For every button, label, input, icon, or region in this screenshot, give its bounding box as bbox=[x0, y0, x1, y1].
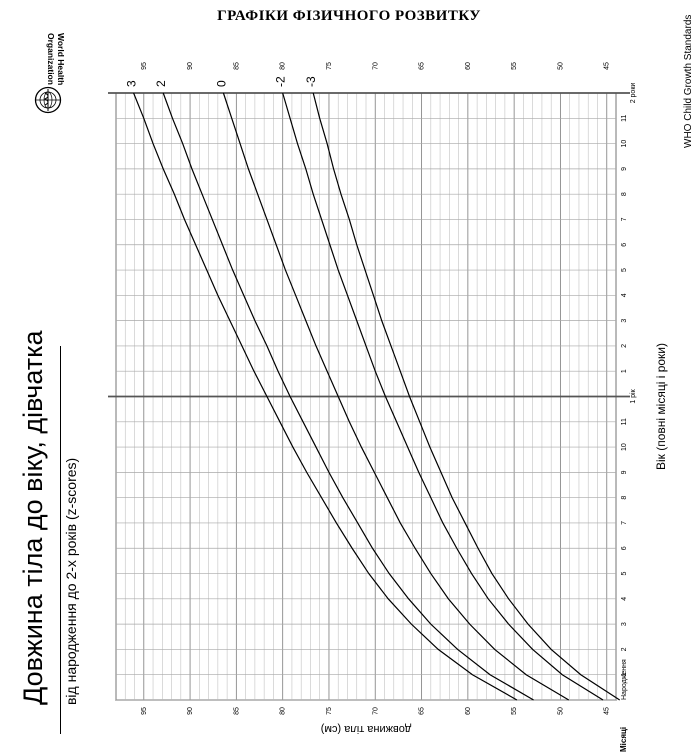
zscore-label-2: 2 bbox=[154, 80, 168, 87]
length-tick-label-top: 75 bbox=[326, 62, 333, 70]
age-tick-label: 4 bbox=[621, 597, 628, 601]
x-axis-label: Вік (повні місяці і роки) bbox=[654, 343, 668, 470]
page-title: ГРАФІКИ ФІЗИЧНОГО РОЗВИТКУ bbox=[217, 8, 481, 24]
y-axis-label: довжина тіла (см) bbox=[321, 723, 411, 735]
age-tick-label: Народження bbox=[621, 659, 628, 700]
age-tick-label: 10 bbox=[621, 140, 628, 148]
age-tick-label: 4 bbox=[621, 293, 628, 297]
corner-label: Місяці bbox=[619, 727, 628, 752]
length-tick-label-top: 95 bbox=[141, 62, 148, 70]
length-tick-label-bottom: 75 bbox=[326, 707, 333, 715]
length-tick-label-top: 85 bbox=[233, 62, 240, 70]
age-tick-label: 10 bbox=[621, 443, 628, 451]
age-tick-label: 11 bbox=[621, 418, 628, 425]
length-tick-label-top: 50 bbox=[557, 62, 564, 70]
chart-grid bbox=[108, 92, 630, 701]
age-tick-label: 5 bbox=[621, 571, 628, 575]
zscore-label--2: -2 bbox=[274, 76, 288, 87]
zscore-line--3 bbox=[312, 92, 621, 701]
length-tick-label-top: 90 bbox=[187, 62, 194, 70]
age-tick-label: 3 bbox=[621, 319, 628, 323]
length-tick-label-bottom: 90 bbox=[187, 707, 194, 715]
age-tick-label: 1 bbox=[621, 673, 628, 677]
length-tick-label-top: 65 bbox=[419, 62, 426, 70]
zscore-line--2 bbox=[282, 92, 604, 701]
chart-labels: 4545505055556060656570707575808085859090… bbox=[125, 62, 668, 752]
title-divider bbox=[60, 346, 61, 734]
zscore-label--3: -3 bbox=[304, 76, 318, 87]
length-tick-label-top: 55 bbox=[511, 62, 518, 70]
who-emblem-icon bbox=[34, 86, 62, 114]
age-tick-label: 1 рік bbox=[629, 388, 637, 403]
age-tick-label: 8 bbox=[621, 496, 628, 500]
age-tick-label: 5 bbox=[621, 268, 628, 272]
age-tick-label: 6 bbox=[621, 546, 628, 550]
length-tick-label-bottom: 85 bbox=[233, 707, 240, 715]
age-tick-label: 9 bbox=[621, 470, 628, 474]
age-tick-label: 2 роки bbox=[630, 83, 637, 104]
length-tick-label-bottom: 80 bbox=[280, 707, 287, 715]
length-tick-label-top: 60 bbox=[465, 62, 472, 70]
zscore-line-3 bbox=[133, 92, 518, 701]
age-tick-label: 6 bbox=[621, 243, 628, 247]
zscore-line-2 bbox=[162, 92, 534, 701]
length-tick-label-bottom: 95 bbox=[141, 707, 148, 715]
chart-curves bbox=[133, 92, 621, 701]
length-tick-label-top: 45 bbox=[604, 62, 611, 70]
length-tick-label-bottom: 65 bbox=[419, 707, 426, 715]
age-tick-label: 3 bbox=[621, 622, 628, 626]
age-tick-label: 7 bbox=[621, 217, 628, 221]
length-tick-label-top: 70 bbox=[372, 62, 379, 70]
length-tick-label-bottom: 45 bbox=[604, 707, 611, 715]
age-tick-label: 8 bbox=[621, 192, 628, 196]
zscore-label-0: 0 bbox=[214, 80, 228, 87]
length-tick-label-bottom: 50 bbox=[557, 707, 564, 715]
length-tick-label-bottom: 60 bbox=[465, 707, 472, 715]
age-tick-label: 7 bbox=[621, 521, 628, 525]
age-tick-label: 1 bbox=[621, 369, 628, 373]
age-tick-label: 2 bbox=[621, 647, 628, 651]
age-tick-label: 9 bbox=[621, 167, 628, 171]
age-tick-label: 2 bbox=[621, 344, 628, 348]
length-tick-label-top: 80 bbox=[280, 62, 287, 70]
age-tick-label: 11 bbox=[621, 115, 628, 122]
zscore-line-0 bbox=[222, 92, 570, 701]
length-tick-label-bottom: 55 bbox=[511, 707, 518, 715]
zscore-label-3: 3 bbox=[125, 80, 139, 87]
length-tick-label-bottom: 70 bbox=[372, 707, 379, 715]
